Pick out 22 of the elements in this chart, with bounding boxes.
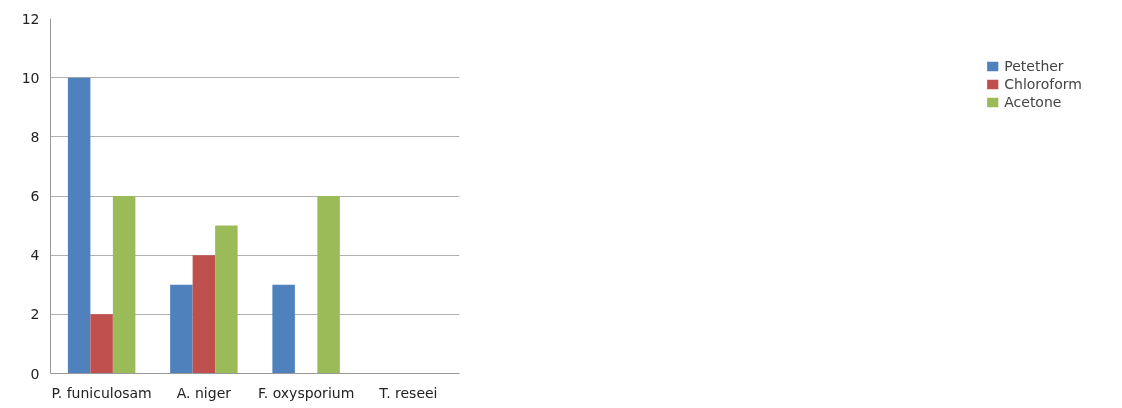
bar — [170, 284, 193, 374]
bar — [192, 255, 216, 374]
bar — [90, 314, 113, 374]
legend-label: Acetone — [1004, 94, 1062, 110]
y-tick-label: 2 — [30, 306, 40, 323]
y-tick-label: 8 — [30, 128, 40, 145]
bar — [112, 196, 136, 374]
x-tick-label: A. niger — [176, 384, 232, 401]
x-tick-label: F. oxysporium — [257, 384, 355, 401]
y-tick-label: 4 — [30, 247, 40, 264]
y-tick-label: 12 — [21, 10, 40, 27]
y-tick-label: 10 — [21, 69, 40, 86]
bar — [317, 196, 340, 374]
x-tick-label: P. funiculosam — [51, 384, 152, 401]
x-tick-label: T. reseei — [378, 384, 438, 401]
legend-label: Petether — [1004, 58, 1064, 74]
legend-label: Chloroform — [1004, 76, 1082, 92]
bar — [67, 77, 91, 374]
y-tick-label: 6 — [30, 188, 40, 204]
y-tick-label: 0 — [30, 365, 40, 382]
bar — [272, 284, 295, 374]
bar — [215, 225, 238, 374]
